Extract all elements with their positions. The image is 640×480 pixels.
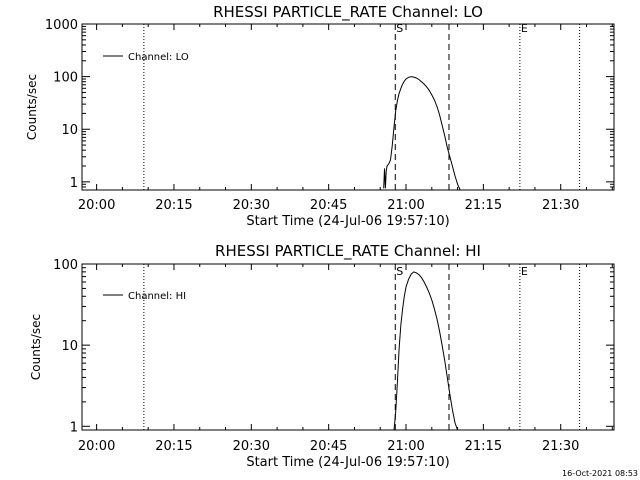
- y-tick-label: 10: [61, 339, 78, 354]
- x-tick-label: 20:45: [310, 439, 347, 454]
- legend-label: Channel: LO: [128, 52, 189, 63]
- x-tick-label: 21:15: [465, 198, 502, 213]
- x-tick-label: 20:00: [78, 439, 115, 454]
- y-tick-label: 1: [70, 176, 78, 191]
- y-tick-label: 1: [70, 420, 78, 435]
- time-marker-label: E: [521, 22, 528, 35]
- y-axis-label: Counts/sec: [29, 314, 43, 380]
- x-tick-label: 21:00: [387, 439, 424, 454]
- footer-timestamp: 16-Oct-2021 08:53: [562, 469, 638, 478]
- panel-hi: RHESSI PARTICLE_RATE Channel: HI S E 20:00 2…: [29, 242, 615, 470]
- x-tick-label: 20:15: [155, 198, 192, 213]
- x-tick-label: 21:30: [542, 198, 579, 213]
- time-marker-label: S: [396, 265, 403, 278]
- x-tick-label: 21:15: [465, 439, 502, 454]
- x-tick-label: 20:30: [233, 439, 270, 454]
- chart-title: RHESSI PARTICLE_RATE Channel: HI: [215, 242, 481, 261]
- time-marker-label: S: [396, 22, 403, 35]
- x-tick-label: 20:30: [233, 198, 270, 213]
- y-tick-label: 10: [61, 123, 78, 138]
- y-axis-label: Counts/sec: [25, 74, 39, 140]
- x-tick-label: 20:00: [78, 198, 115, 213]
- chart-title: RHESSI PARTICLE_RATE Channel: LO: [213, 3, 483, 22]
- series-line-channel-hi: [393, 271, 459, 430]
- legend-label: Channel: HI: [128, 291, 186, 302]
- x-tick-label: 20:45: [310, 198, 347, 213]
- x-tick-label: 20:15: [155, 439, 192, 454]
- y-tick-label: 100: [53, 258, 78, 273]
- time-marker-label: E: [521, 265, 528, 278]
- y-tick-label: 1000: [45, 18, 78, 33]
- series-line-channel-lo: [383, 76, 461, 190]
- x-axis-label: Start Time (24-Jul-06 19:57:10): [246, 214, 449, 229]
- panel-lo: RHESSI PARTICLE_RATE Channel: LOS E 20:00 2…: [25, 3, 615, 229]
- x-tick-label: 21:00: [387, 198, 424, 213]
- plot-frame: [81, 23, 615, 191]
- x-tick-label: 21:30: [542, 439, 579, 454]
- y-tick-label: 100: [53, 71, 78, 86]
- x-axis-label: Start Time (24-Jul-06 19:57:10): [246, 455, 449, 470]
- plot-frame: [81, 263, 615, 431]
